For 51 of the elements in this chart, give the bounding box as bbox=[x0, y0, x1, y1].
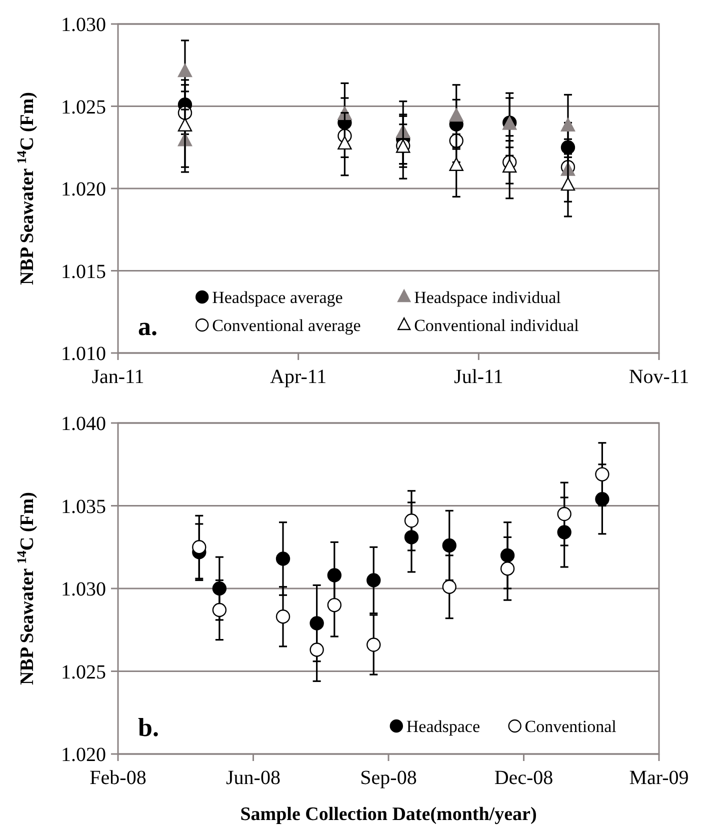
point bbox=[327, 568, 342, 582]
point bbox=[404, 514, 419, 528]
y-tick-label: 1.025 bbox=[61, 661, 106, 684]
point bbox=[338, 136, 352, 150]
legend-label: Conventional bbox=[524, 716, 617, 736]
y-tick-label: 1.030 bbox=[61, 14, 106, 36]
point bbox=[212, 602, 227, 618]
y-tick-label: 1.020 bbox=[61, 744, 106, 766]
point bbox=[366, 638, 381, 652]
point bbox=[449, 157, 464, 171]
point bbox=[449, 108, 464, 122]
legend-label: Conventional average bbox=[212, 316, 361, 335]
y-tick-label: 1.025 bbox=[61, 96, 106, 118]
annotation: b. bbox=[138, 713, 159, 742]
x-tick-label: Jul-11 bbox=[454, 366, 504, 388]
point bbox=[192, 540, 206, 554]
y-tick-label: 1.040 bbox=[61, 413, 106, 435]
point bbox=[276, 552, 290, 566]
x-tick-label: Jun-08 bbox=[226, 767, 280, 789]
legend-label: Headspace average bbox=[212, 288, 343, 307]
legend-label: Headspace individual bbox=[414, 288, 562, 307]
point bbox=[502, 159, 517, 173]
point bbox=[178, 64, 192, 78]
y-tick-label: 1.030 bbox=[61, 578, 106, 600]
point bbox=[276, 610, 290, 624]
y-tick-label: 1.015 bbox=[61, 260, 106, 283]
y-tick-label: 1.010 bbox=[61, 343, 106, 365]
point bbox=[500, 562, 515, 576]
legend-label: Conventional individual bbox=[414, 316, 580, 335]
y-tick-label: 1.035 bbox=[61, 496, 106, 518]
point bbox=[366, 573, 381, 588]
y-tick-label: 1.020 bbox=[61, 178, 106, 200]
x-tick-label: Sep-08 bbox=[360, 767, 417, 789]
x-tick-label: Apr-11 bbox=[270, 366, 327, 388]
point bbox=[327, 598, 342, 612]
point bbox=[557, 506, 572, 522]
point bbox=[560, 177, 576, 191]
x-tick-label: Feb-08 bbox=[90, 767, 146, 789]
x-tick-label: Mar-09 bbox=[629, 767, 689, 789]
legend-label: Headspace bbox=[406, 716, 480, 736]
x-axis-title: Sample Collection Date(month/year) bbox=[240, 804, 537, 825]
point bbox=[442, 580, 456, 594]
x-tick-label: Nov-11 bbox=[628, 366, 690, 388]
annotation: a. bbox=[138, 312, 158, 341]
point bbox=[595, 467, 610, 482]
point bbox=[442, 538, 456, 553]
x-tick-label: Dec-08 bbox=[494, 767, 554, 789]
x-tick-label: Jan-11 bbox=[92, 366, 144, 388]
point bbox=[310, 642, 324, 657]
point bbox=[178, 118, 192, 132]
point bbox=[560, 118, 576, 132]
